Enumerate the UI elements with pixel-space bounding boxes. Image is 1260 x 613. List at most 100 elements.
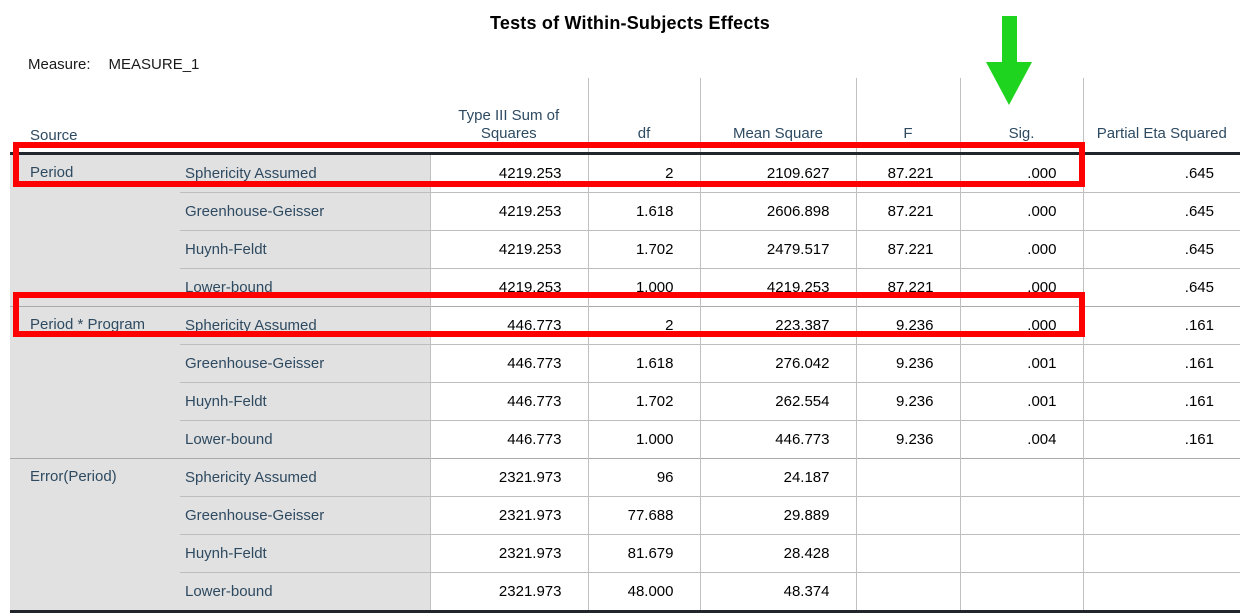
method-cell: Sphericity Assumed xyxy=(180,153,430,193)
value-cell-ss: 2321.973 xyxy=(429,572,588,612)
value-cell-f: 87.221 xyxy=(855,192,960,231)
value-cell-peta: .645 xyxy=(1082,268,1240,307)
table-row: Greenhouse-Geisser 4219.253 1.618 2606.898 8… xyxy=(10,192,1240,231)
col-header-mean-square: Mean Square xyxy=(699,78,856,155)
method-cell: Greenhouse-Geisser xyxy=(180,344,430,383)
source-cell: Period * Program xyxy=(10,306,180,459)
table-row: Error(Period) Sphericity Assumed 2321.973 9… xyxy=(10,458,1240,612)
value-cell-peta xyxy=(1082,496,1240,535)
value-cell-f: 9.236 xyxy=(855,420,960,459)
within-subjects-effects-table: Source Type III Sum of Squares df Mean S… xyxy=(10,78,1240,613)
value-cell-peta xyxy=(1082,458,1240,497)
value-cell-df: 1.618 xyxy=(587,344,700,383)
value-cell-sig: .001 xyxy=(959,382,1083,421)
value-cell-df: 77.688 xyxy=(587,496,700,535)
value-cell-f xyxy=(855,572,960,612)
value-cell-df: 1.618 xyxy=(587,192,700,231)
value-cell-peta xyxy=(1082,572,1240,612)
value-cell-sig xyxy=(959,534,1083,573)
value-cell-df: 96 xyxy=(587,458,700,497)
method-cell: Huynh-Feldt xyxy=(180,382,430,421)
method-cell: Huynh-Feldt xyxy=(180,230,430,269)
value-cell-f xyxy=(855,496,960,535)
value-cell-ms: 2606.898 xyxy=(699,192,856,231)
col-header-partial-eta-squared: Partial Eta Squared xyxy=(1082,78,1240,155)
value-cell-ms: 446.773 xyxy=(699,420,856,459)
value-cell-peta: .161 xyxy=(1082,382,1240,421)
value-cell-peta: .645 xyxy=(1082,153,1240,193)
value-cell-f: 87.221 xyxy=(855,230,960,269)
value-cell-sig: .000 xyxy=(959,306,1083,345)
table-row: Lower-bound 2321.973 48.000 48.374 xyxy=(10,572,1240,612)
value-cell-peta: .161 xyxy=(1082,344,1240,383)
value-cell-ss: 446.773 xyxy=(429,382,588,421)
value-cell-ms: 28.428 xyxy=(699,534,856,573)
method-cell: Sphericity Assumed xyxy=(180,306,430,345)
method-cell: Greenhouse-Geisser xyxy=(180,192,430,231)
value-cell-f xyxy=(855,534,960,573)
value-cell-ss: 2321.973 xyxy=(429,534,588,573)
table-row: Greenhouse-Geisser 2321.973 77.688 29.889 xyxy=(10,496,1240,535)
value-cell-ss: 2321.973 xyxy=(429,496,588,535)
value-cell-sig: .001 xyxy=(959,344,1083,383)
value-cell-peta xyxy=(1082,534,1240,573)
value-cell-ms: 2109.627 xyxy=(699,153,856,193)
table-row: Period * Program Sphericity Assumed 446.77… xyxy=(10,306,1240,459)
value-cell-df: 1.702 xyxy=(587,382,700,421)
value-cell-ms: 29.889 xyxy=(699,496,856,535)
value-cell-sig: .000 xyxy=(959,230,1083,269)
value-cell-sig: .000 xyxy=(959,192,1083,231)
col-header-source: Source xyxy=(10,78,430,155)
value-cell-sig xyxy=(959,572,1083,612)
value-cell-ss: 4219.253 xyxy=(429,153,588,193)
method-cell: Greenhouse-Geisser xyxy=(180,496,430,535)
value-cell-ss: 4219.253 xyxy=(429,192,588,231)
value-cell-f: 9.236 xyxy=(855,306,960,345)
value-cell-ss: 4219.253 xyxy=(429,268,588,307)
measure-value: MEASURE_1 xyxy=(108,56,200,73)
value-cell-f: 9.236 xyxy=(855,344,960,383)
value-cell-peta: .645 xyxy=(1082,192,1240,231)
value-cell-sig: .000 xyxy=(959,268,1083,307)
table-row: Lower-bound 446.773 1.000 446.773 9.236.004.… xyxy=(10,420,1240,459)
spss-output-page: Tests of Within-Subjects Effects Measure… xyxy=(10,13,1240,613)
value-cell-sig: .004 xyxy=(959,420,1083,459)
table-row: Period Sphericity Assumed 4219.253 2 2109.62… xyxy=(10,153,1240,307)
measure-label: Measure: xyxy=(28,56,91,73)
method-cell: Lower-bound xyxy=(180,268,430,307)
method-cell: Sphericity Assumed xyxy=(180,458,430,497)
value-cell-ss: 2321.973 xyxy=(429,458,588,497)
col-header-type-iii-sum-of-squares: Type III Sum of Squares xyxy=(430,78,588,155)
measure-line: Measure: MEASURE_1 xyxy=(28,56,199,73)
table-row: Huynh-Feldt 446.773 1.702 262.554 9.236.001.… xyxy=(10,382,1240,421)
value-cell-ms: 4219.253 xyxy=(699,268,856,307)
value-cell-peta: .645 xyxy=(1082,230,1240,269)
table-row: Lower-bound 4219.253 1.000 4219.253 87.221.0… xyxy=(10,268,1240,307)
col-header-f: F xyxy=(855,78,960,155)
value-cell-df: 2 xyxy=(587,306,700,345)
method-cell: Lower-bound xyxy=(180,420,430,459)
value-cell-ms: 223.387 xyxy=(699,306,856,345)
value-cell-df: 1.000 xyxy=(587,420,700,459)
value-cell-ss: 446.773 xyxy=(429,344,588,383)
source-cell: Period xyxy=(10,153,180,307)
table-row: Huynh-Feldt 2321.973 81.679 28.428 xyxy=(10,534,1240,573)
value-cell-ms: 48.374 xyxy=(699,572,856,612)
table-row: Huynh-Feldt 4219.253 1.702 2479.517 87.221.0… xyxy=(10,230,1240,269)
table-row: Greenhouse-Geisser 446.773 1.618 276.042 9.2… xyxy=(10,344,1240,383)
value-cell-sig xyxy=(959,496,1083,535)
value-cell-peta: .161 xyxy=(1082,420,1240,459)
value-cell-ms: 2479.517 xyxy=(699,230,856,269)
col-header-df: df xyxy=(587,78,700,155)
value-cell-ms: 276.042 xyxy=(699,344,856,383)
source-cell: Error(Period) xyxy=(10,458,180,612)
value-cell-f: 87.221 xyxy=(855,268,960,307)
col-header-sig: Sig. xyxy=(959,78,1083,155)
value-cell-f: 87.221 xyxy=(855,153,960,193)
value-cell-peta: .161 xyxy=(1082,306,1240,345)
value-cell-f: 9.236 xyxy=(855,382,960,421)
value-cell-ss: 446.773 xyxy=(429,306,588,345)
method-cell: Lower-bound xyxy=(180,572,430,612)
value-cell-ss: 446.773 xyxy=(429,420,588,459)
value-cell-ss: 4219.253 xyxy=(429,230,588,269)
